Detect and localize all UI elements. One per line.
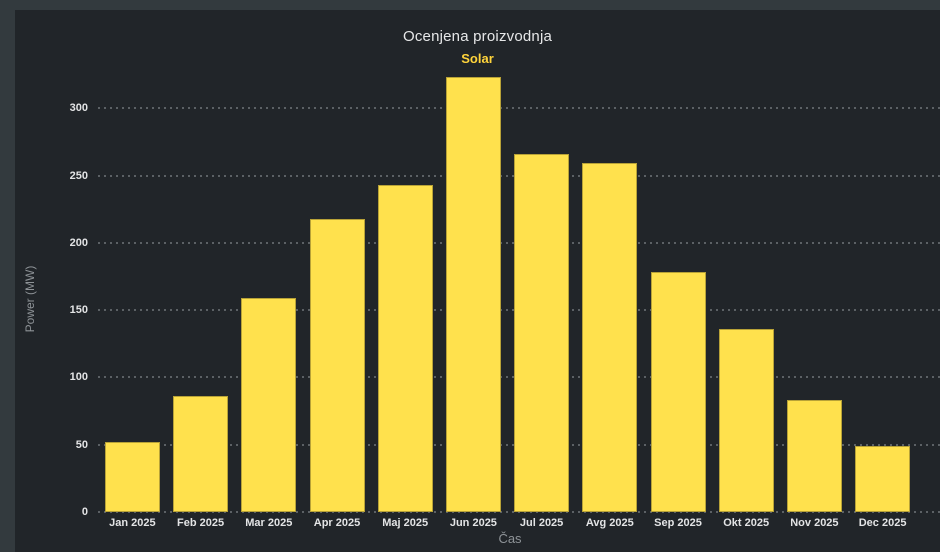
bar-mar-2025[interactable] [241, 297, 297, 512]
bar-jun-2025[interactable] [445, 77, 501, 512]
bar-nov-2025[interactable] [786, 400, 842, 512]
gridline-y-0 [98, 511, 940, 513]
y-axis-tick-label-50: 50 [75, 438, 88, 451]
x-axis-title: Čas [498, 531, 522, 546]
x-axis-tick-label-sep-2025: Sep 2025 [654, 517, 702, 529]
x-axis-tick-label-jun-2025: Jun 2025 [449, 517, 497, 529]
bar-okt-2025[interactable] [718, 328, 774, 512]
y-axis-tick-label-300: 300 [69, 102, 88, 115]
x-axis-tick-label-nov-2025: Nov 2025 [790, 517, 839, 529]
chart-title: Ocenjena proizvodnja [402, 28, 553, 45]
bar-jan-2025[interactable] [104, 442, 160, 512]
plot-area: 0 50 100 150 200 250 300 Jan 2025 Feb 2025 Mar 20… [15, 10, 940, 552]
gridline-y-300 [98, 107, 940, 110]
bar-avg-2025[interactable] [582, 163, 638, 512]
y-axis-tick-label-150: 150 [69, 304, 88, 317]
y-axis-tick-label-100: 100 [69, 371, 88, 384]
x-axis-tick-label-apr-2025: Apr 2025 [313, 517, 361, 529]
x-axis-tick-label-maj-2025: Maj 2025 [382, 517, 429, 529]
bar-jul-2025[interactable] [514, 153, 570, 512]
x-axis-tick-label-jul-2025: Jul 2025 [519, 517, 564, 529]
legend: Solar [15, 50, 940, 68]
x-axis-tick-label-mar-2025: Mar 2025 [245, 517, 293, 529]
bar-sep-2025[interactable] [650, 272, 706, 512]
x-axis-tick-label-jan-2025: Jan 2025 [109, 517, 156, 529]
y-axis-tick-label-0: 0 [81, 506, 88, 518]
bar-apr-2025[interactable] [309, 218, 365, 512]
x-axis-tick-label-feb-2025: Feb 2025 [177, 517, 225, 529]
x-axis-tick-label-dec-2025: Dec 2025 [858, 517, 907, 529]
x-axis-tick-label-avg-2025: Avg 2025 [585, 517, 634, 529]
bar-maj-2025[interactable] [377, 184, 433, 512]
y-axis-tick-label-200: 200 [69, 236, 88, 249]
x-axis-tick-label-okt-2025: Okt 2025 [723, 517, 770, 529]
y-axis-tick-label-250: 250 [69, 169, 88, 182]
bar-feb-2025[interactable] [173, 396, 229, 512]
legend-item-solar[interactable]: Solar [461, 51, 494, 66]
bar-dec-2025[interactable] [855, 446, 911, 512]
